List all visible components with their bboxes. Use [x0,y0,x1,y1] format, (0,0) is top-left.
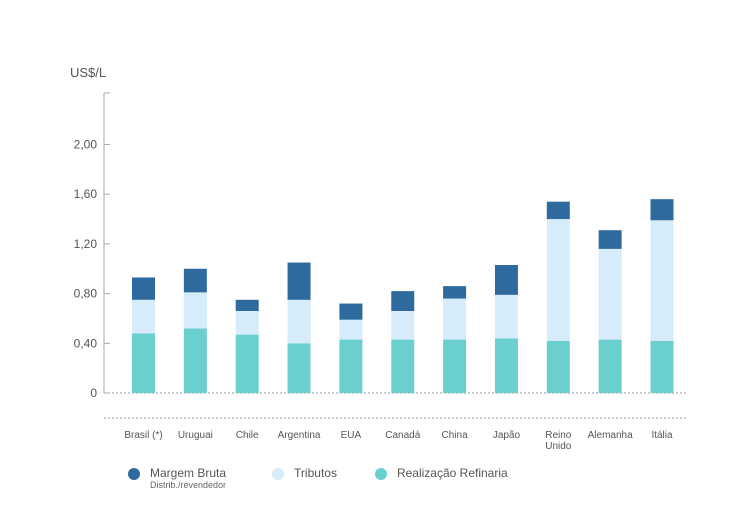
bar-segment-refinaria [183,328,207,393]
bar-segment-tributos [132,299,155,334]
bar-segment-refinaria [650,340,674,393]
bar-segment-margem [339,303,363,320]
bar-segment-tributos [391,310,415,340]
y-tick-label: 0,80 [74,287,98,301]
bar-segment-refinaria [494,338,518,393]
y-tick-label: 1,20 [74,237,98,251]
x-tick-label: Chile [236,430,259,441]
bar-segment-margem [443,286,467,299]
bar-segment-margem [546,201,570,220]
legend: Margem Bruta Distrib./revendedor Tributo… [128,466,508,490]
x-tick-label: China [442,430,469,441]
bar-segment-tributos [339,319,363,340]
bar-segment-refinaria [339,339,363,393]
x-tick-label: Uruguai [178,430,213,441]
bar-segment-refinaria [132,333,155,393]
x-tick-label: Japão [493,430,521,441]
bar-segment-tributos [287,299,311,344]
legend-sublabel-margem-bruta: Distrib./revendedor [150,480,227,490]
bar-segment-margem [235,299,259,311]
x-tick-label: Argentina [278,430,321,441]
x-tick-label: Canadá [385,430,420,441]
bar-segment-margem [391,291,415,311]
bars [132,199,674,393]
legend-item-tributos: Tributos [272,466,337,480]
tick-labels: 0 0,40 0,80 1,20 1,60 2,00 Brasil (*) Uruguai Ch… [74,138,673,453]
bar-segment-margem [598,230,622,249]
x-tick-label: Brasil (*) [124,430,162,441]
bar-segment-tributos [235,310,259,335]
bar-segment-refinaria [287,343,311,393]
bar-segment-refinaria [443,339,467,393]
bar-segment-refinaria [546,340,570,393]
bar-segment-tributos [546,219,570,341]
legend-swatch-margem-bruta [128,468,140,480]
bar-segment-tributos [494,294,518,339]
y-tick-label: 1,60 [74,187,98,201]
legend-label-margem-bruta: Margem Bruta [150,466,227,480]
y-tick-label: 2,00 [74,138,98,152]
bar-segment-margem [287,262,311,300]
bar-segment-tributos [443,298,467,340]
legend-label-realizacao-refinaria: Realização Refinaria [396,466,508,480]
bar-segment-refinaria [391,339,415,393]
bar-segment-tributos [598,248,622,340]
y-axis-unit-label: US$/L [70,65,106,80]
bar-segment-tributos [650,220,674,341]
x-tick-label: EUA [341,430,362,441]
y-tick-label: 0 [90,386,97,400]
legend-label-tributos: Tributos [294,466,337,480]
y-tick-label: 0,40 [74,336,98,350]
legend-item-realizacao-refinaria: Realização Refinaria [374,466,508,480]
bar-segment-margem [650,199,674,221]
bar-segment-margem [132,277,155,300]
bar-segment-margem [494,265,518,295]
x-tick-label: Reino Unido [545,430,572,452]
x-tick-label: Itália [651,430,673,441]
legend-swatch-tributos [272,468,285,480]
bar-segment-refinaria [598,339,622,393]
legend-swatch-realizacao-refinaria [374,468,387,480]
bar-segment-margem [183,268,207,293]
x-tick-label: Alemanha [588,430,633,441]
bar-segment-refinaria [235,334,259,393]
bar-segment-tributos [183,292,207,329]
legend-item-margem-bruta: Margem Bruta Distrib./revendedor [128,466,226,490]
